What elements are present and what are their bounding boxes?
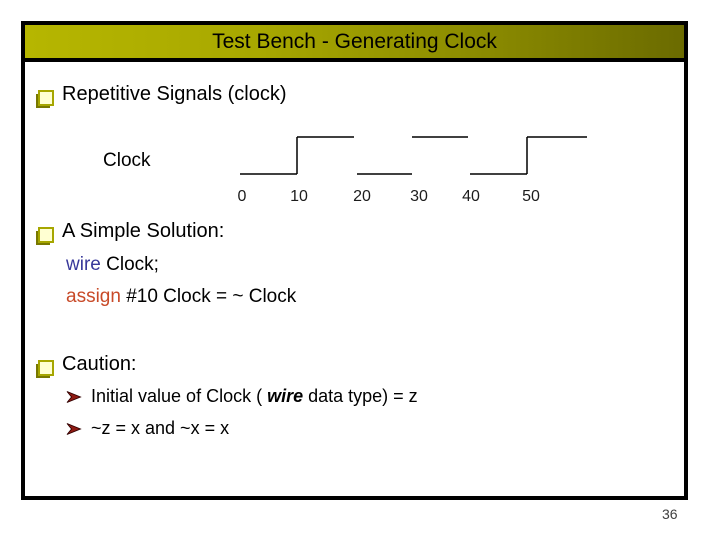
square-bullet-icon (38, 227, 54, 243)
arrowhead-bullet-icon (66, 423, 82, 435)
code-rest: #10 Clock = ~ Clock (120, 286, 297, 307)
code-line-assign: assign #10 Clock = ~ Clock (66, 286, 296, 308)
arrowhead-bullet-icon (66, 391, 82, 403)
keyword-assign: assign (66, 286, 121, 307)
page-number: 36 (662, 506, 678, 522)
square-bullet-icon (38, 360, 54, 376)
caution-text: Initial value of Clock ( wire data type)… (91, 386, 418, 407)
bullet-simple-solution: A Simple Solution: (62, 220, 225, 242)
keyword-wire: wire (66, 254, 101, 275)
bullet-repetitive-signals: Repetitive Signals (clock) (62, 83, 287, 105)
caution-text-wire: wire (267, 386, 304, 406)
caution-text-post: data type) = z (303, 386, 418, 406)
bullet-caution: Caution: (62, 353, 137, 375)
caution-text: ~z = x and ~x = x (91, 418, 229, 439)
square-bullet-icon (38, 90, 54, 106)
slide-title: Test Bench - Generating Clock (212, 29, 497, 53)
caution-item-initial-value: Initial value of Clock ( wire data type)… (66, 386, 418, 407)
code-rest: Clock; (100, 254, 159, 275)
waveform-signal-label: Clock (103, 150, 151, 171)
code-line-wire: wire Clock; (66, 254, 159, 276)
caution-text-pre: Initial value of Clock ( (91, 386, 268, 406)
caution-item-tilde: ~z = x and ~x = x (66, 418, 229, 439)
caution-text-pre: ~z = x and ~x = x (91, 418, 230, 438)
slide-title-bar: Test Bench - Generating Clock (21, 21, 688, 62)
